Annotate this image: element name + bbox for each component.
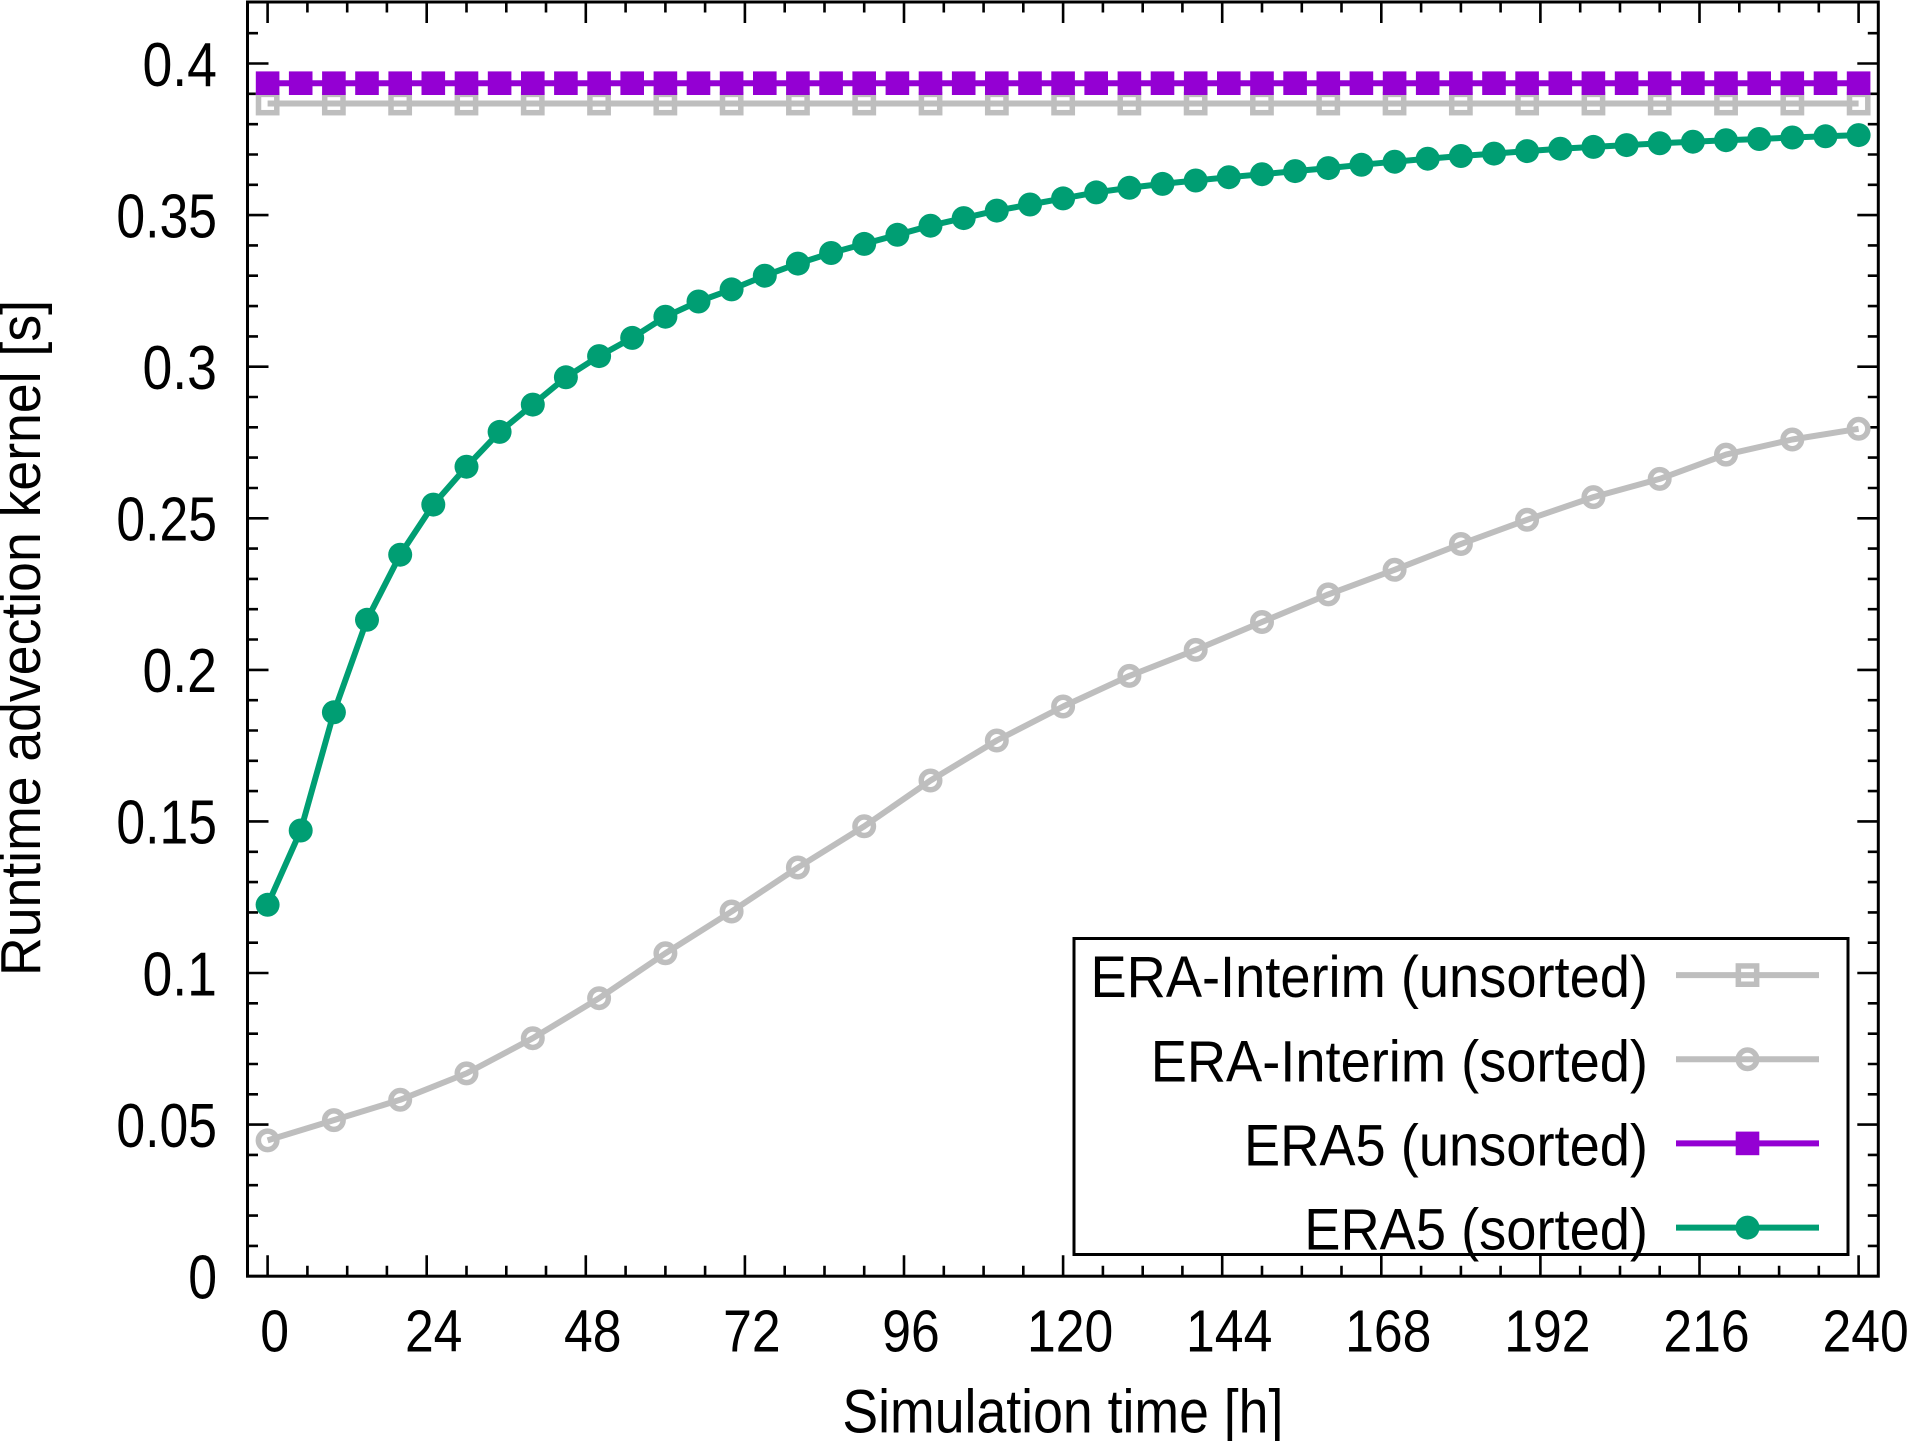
svg-text:48: 48 <box>564 1299 622 1365</box>
svg-text:Runtime advection kernel [s]: Runtime advection kernel [s] <box>0 300 53 976</box>
svg-text:144: 144 <box>1186 1299 1272 1365</box>
svg-text:216: 216 <box>1663 1299 1749 1365</box>
svg-text:0.35: 0.35 <box>116 182 217 251</box>
svg-text:120: 120 <box>1027 1299 1113 1365</box>
svg-text:72: 72 <box>723 1299 781 1365</box>
svg-text:0.1: 0.1 <box>143 940 218 1009</box>
svg-text:ERA-Interim (sorted): ERA-Interim (sorted) <box>1151 1029 1648 1094</box>
svg-text:24: 24 <box>405 1299 463 1365</box>
svg-text:ERA5 (sorted): ERA5 (sorted) <box>1304 1198 1648 1263</box>
svg-text:0.2: 0.2 <box>143 637 218 706</box>
svg-text:192: 192 <box>1504 1299 1590 1365</box>
svg-text:0.15: 0.15 <box>116 789 217 858</box>
svg-text:ERA-Interim (unsorted): ERA-Interim (unsorted) <box>1091 945 1649 1010</box>
svg-text:0.3: 0.3 <box>143 334 218 403</box>
svg-text:ERA5 (unsorted): ERA5 (unsorted) <box>1244 1113 1648 1178</box>
svg-text:0.25: 0.25 <box>116 486 217 555</box>
svg-text:240: 240 <box>1822 1299 1908 1365</box>
svg-text:96: 96 <box>882 1299 940 1365</box>
svg-text:0: 0 <box>188 1244 217 1313</box>
svg-text:Simulation time [h]: Simulation time [h] <box>842 1377 1283 1441</box>
svg-text:0.4: 0.4 <box>143 31 218 100</box>
svg-text:0.05: 0.05 <box>116 1092 217 1161</box>
svg-text:168: 168 <box>1345 1299 1431 1365</box>
svg-text:0: 0 <box>260 1299 289 1365</box>
